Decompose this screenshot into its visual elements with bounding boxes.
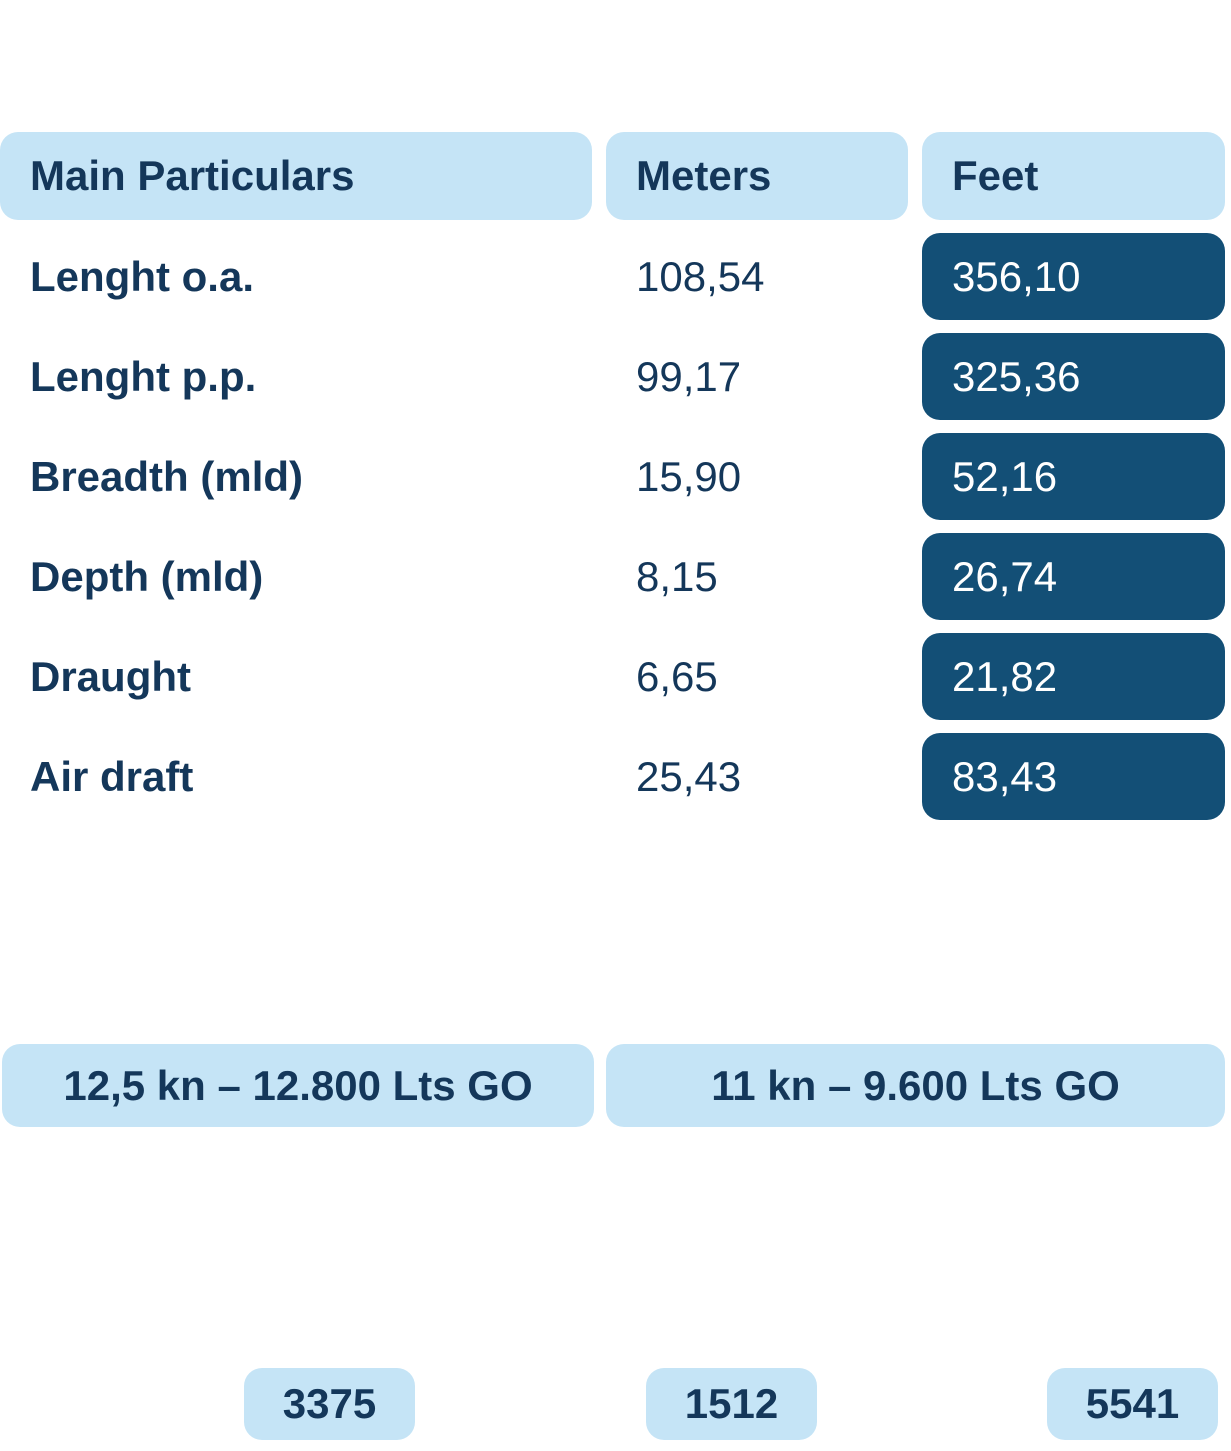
- row-label: Breadth (mld): [30, 452, 303, 500]
- figure-pill: 5541: [1047, 1368, 1218, 1440]
- speed-pill: 11 kn – 9.600 Lts GO: [606, 1044, 1225, 1127]
- feet-value: 21,82: [922, 633, 1225, 720]
- row-label: Depth (mld): [30, 552, 264, 600]
- feet-value: 26,74: [922, 533, 1225, 620]
- feet-value: 356,10: [922, 233, 1225, 320]
- meters-value: 15,90: [636, 452, 742, 500]
- figure-pill: 1512: [646, 1368, 817, 1440]
- row-label: Air draft: [30, 752, 194, 800]
- header-cell: Feet: [922, 132, 1225, 220]
- feet-value: 52,16: [922, 433, 1225, 520]
- meters-value: 6,65: [636, 652, 718, 700]
- meters-value: 108,54: [636, 252, 765, 300]
- row-label: Lenght p.p.: [30, 352, 257, 400]
- figure-pill: 3375: [244, 1368, 415, 1440]
- header-cell: Main Particulars: [0, 132, 592, 220]
- row-label: Draught: [30, 652, 191, 700]
- speed-pill: 12,5 kn – 12.800 Lts GO: [2, 1044, 594, 1127]
- feet-value: 83,43: [922, 733, 1225, 820]
- row-label: Lenght o.a.: [30, 252, 254, 300]
- header-cell: Meters: [606, 132, 908, 220]
- meters-value: 25,43: [636, 752, 742, 800]
- feet-value: 325,36: [922, 333, 1225, 420]
- meters-value: 99,17: [636, 352, 742, 400]
- meters-value: 8,15: [636, 552, 718, 600]
